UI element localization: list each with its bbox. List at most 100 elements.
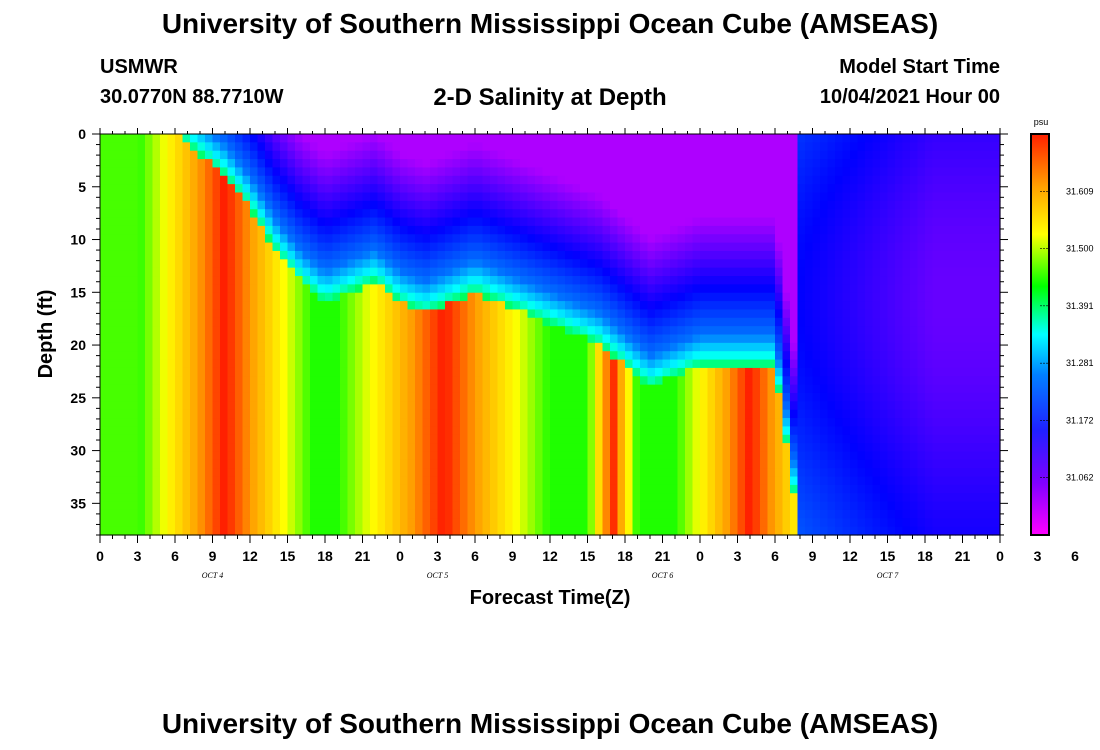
heatmap-cell [647,267,656,277]
heatmap-cell [197,359,206,369]
heatmap-cell [235,501,244,511]
heatmap-cell [602,134,611,143]
heatmap-cell [250,217,259,227]
heatmap-cell [782,250,791,260]
heatmap-cell [137,192,146,202]
heatmap-cell [745,418,754,427]
heatmap-cell [587,401,596,411]
heatmap-cell [655,401,664,411]
heatmap-cell [670,134,679,143]
heatmap-cell [670,150,679,160]
heatmap-cell [857,284,866,294]
heatmap-cell [835,392,844,402]
heatmap-cell [812,175,821,185]
heatmap-cell [850,309,859,319]
heatmap-cell [407,259,416,269]
heatmap-cell [445,409,454,419]
heatmap-cell [572,384,581,394]
heatmap-cell [460,401,469,411]
heatmap-cell [160,418,169,427]
heatmap-cell [220,192,229,202]
heatmap-cell [617,142,626,152]
heatmap-cell [325,509,334,519]
heatmap-cell [160,401,169,411]
heatmap-cell [467,250,476,260]
heatmap-cell [730,159,739,169]
heatmap-cell [212,484,221,494]
heatmap-cell [407,459,416,469]
heatmap-cell [805,426,814,436]
heatmap-cell [767,334,776,344]
heatmap-cell [242,484,251,494]
heatmap-cell [662,259,671,269]
heatmap-cell [115,209,124,219]
heatmap-cell [722,267,731,277]
heatmap-cell [707,317,716,327]
heatmap-cell [775,434,784,444]
heatmap-cell [632,459,641,469]
heatmap-cell [617,409,626,419]
heatmap-cell [167,167,176,177]
heatmap-cell [767,267,776,277]
heatmap-cell [835,175,844,185]
heatmap-cell [452,493,461,503]
heatmap-cell [617,443,626,453]
heatmap-cell [587,326,596,336]
heatmap-cell [392,192,401,202]
heatmap-cell [842,351,851,361]
heatmap-cell [437,334,446,344]
heatmap-cell [332,184,341,194]
heatmap-cell [775,184,784,194]
heatmap-cell [205,326,214,336]
heatmap-cell [317,459,326,469]
heatmap-cell [250,376,259,386]
heatmap-cell [317,250,326,260]
heatmap-cell [640,234,649,244]
heatmap-cell [595,367,604,377]
heatmap-cell [152,418,161,427]
heatmap-cell [295,409,304,419]
heatmap-cell [160,167,169,177]
heatmap-cell [677,326,686,336]
heatmap-cell [452,501,461,511]
heatmap-cell [160,526,169,536]
heatmap-cell [730,259,739,269]
heatmap-cell [107,484,116,494]
heatmap-cell [625,367,634,377]
heatmap-cell [670,259,679,269]
heatmap-cell [385,526,394,536]
heatmap-cell [685,401,694,411]
heatmap-cell [190,200,199,210]
heatmap-cell [107,526,116,536]
heatmap-cell [467,159,476,169]
heatmap-cell [122,200,131,210]
heatmap-cell [872,376,881,386]
heatmap-cell [265,242,274,252]
heatmap-cell [392,526,401,536]
heatmap-cell [617,342,626,352]
heatmap-cell [805,242,814,252]
heatmap-cell [475,167,484,177]
heatmap-cell [115,484,124,494]
heatmap-cell [745,351,754,361]
heatmap-cell [700,526,709,536]
heatmap-cell [827,376,836,386]
heatmap-cell [865,351,874,361]
heatmap-cell [655,317,664,327]
heatmap-cell [722,468,731,478]
heatmap-cell [265,317,274,327]
heatmap-cell [715,192,724,202]
heatmap-cell [160,142,169,152]
heatmap-cell [340,292,349,302]
heatmap-cell [452,484,461,494]
heatmap-cell [572,259,581,269]
heatmap-cell [662,434,671,444]
heatmap-cell [692,225,701,235]
heatmap-cell [257,309,266,319]
heatmap-cell [460,459,469,469]
heatmap-cell [835,342,844,352]
heatmap-cell [100,326,109,336]
heatmap-cell [460,292,469,302]
heatmap-cell [460,451,469,461]
heatmap-cell [760,443,769,453]
